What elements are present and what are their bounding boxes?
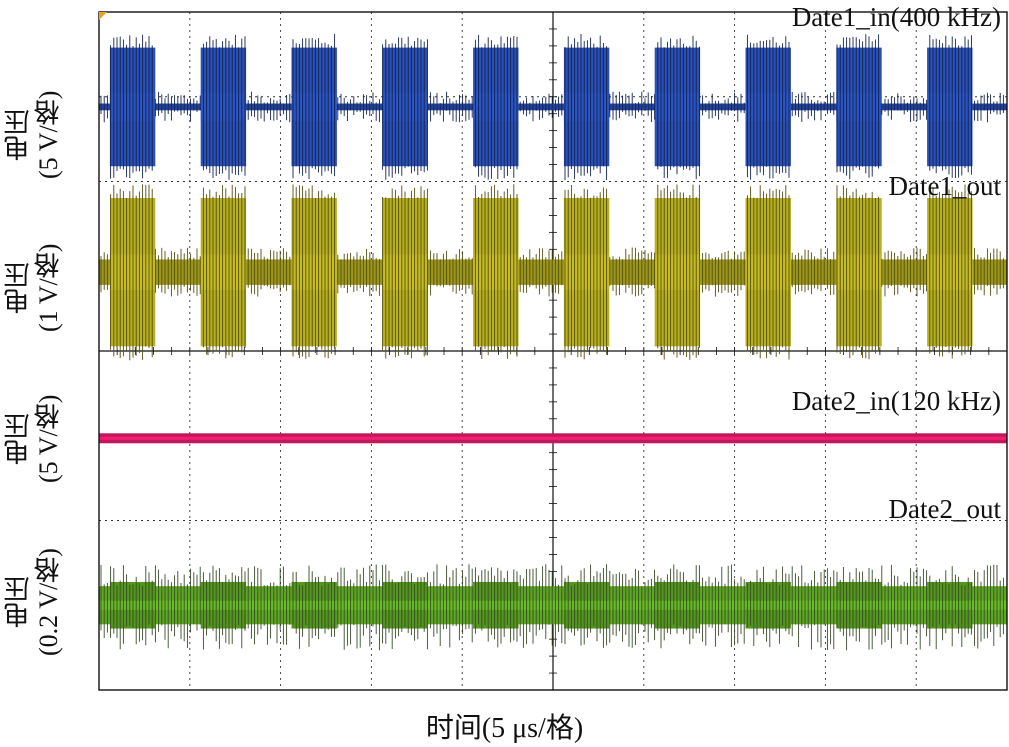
trace-burst-core (927, 92, 973, 122)
channel-label-4: Date2_out (889, 494, 1002, 524)
channel-label-3: Date2_in(120 kHz) (792, 386, 1001, 416)
trace-core (99, 600, 1007, 610)
ylabel-ch2: 电压 (1 V/格) (4, 243, 63, 333)
trace-4 (99, 564, 1007, 651)
trace-burst-core (291, 254, 337, 290)
trace-2 (99, 184, 1007, 361)
trace-noise (100, 34, 1004, 181)
ylabel-ch3: 电压 (5 V/格) (4, 394, 63, 484)
trigger-marker-icon (99, 12, 107, 20)
channel-label-1: Date1_in(400 kHz) (792, 2, 1001, 32)
trace-flat-core (99, 436, 1007, 440)
trace-burst-core (563, 254, 610, 290)
trace-burst-core (291, 92, 337, 122)
trace-burst-core (745, 254, 791, 290)
channel-labels: Date1_in(400 kHz) Date1_out Date2_in(120 k… (792, 2, 1002, 524)
traces (99, 34, 1007, 651)
trace-burst-core (473, 92, 519, 122)
x-axis-label: 时间(5 μs/格) (425, 713, 584, 744)
trace-1 (99, 34, 1007, 181)
trace-burst-core (473, 254, 519, 290)
trace-baseline (99, 103, 1007, 111)
trace-burst-core (745, 92, 791, 122)
trace-noise (100, 564, 1004, 651)
trace-burst-core (200, 92, 247, 122)
trace-3 (99, 433, 1007, 444)
ylabel-ch1: 电压 (5 V/格) (4, 90, 63, 180)
channel-label-2: Date1_out (889, 171, 1002, 201)
trace-noise (100, 184, 1004, 361)
trace-burst-core (200, 254, 247, 290)
ylabel-ch4: 电压 (0.2 V/格) (4, 548, 63, 657)
plot-frame (98, 11, 1008, 691)
trace-burst-core (563, 92, 610, 122)
trace-burst-core (927, 254, 973, 290)
